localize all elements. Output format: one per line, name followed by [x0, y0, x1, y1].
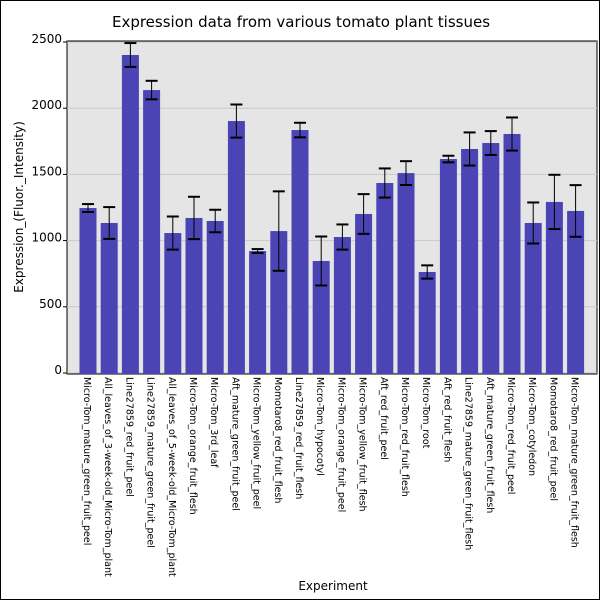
- bar: [121, 54, 139, 375]
- bar: [143, 90, 161, 374]
- x-tick-label: Momotaro8_red_fruit_flesh: [272, 377, 283, 503]
- bar: [482, 143, 500, 374]
- x-tick-label: Micro-Tom_orange_fruit_peel: [335, 377, 346, 512]
- bar: [376, 183, 394, 374]
- y-tick-label: 2000: [31, 98, 62, 112]
- x-tick-label: Micro-Tom_red_fruit_peel: [505, 377, 516, 494]
- x-axis-label: Experiment: [298, 579, 368, 593]
- bar: [100, 222, 118, 374]
- x-tick-label: Aft_red_fruit_peel: [378, 377, 389, 460]
- bar: [545, 201, 563, 374]
- bar: [206, 221, 224, 374]
- bar: [397, 173, 415, 374]
- bar: [164, 233, 182, 374]
- y-tick-label: 500: [39, 297, 62, 311]
- x-tick-label: Aft_mature_green_fruit_peel: [229, 377, 240, 511]
- bar: [567, 210, 585, 374]
- bar: [418, 271, 436, 374]
- y-tick-label: 2500: [31, 32, 62, 46]
- bar: [439, 159, 457, 374]
- x-tick-label: All_leaves_of_3-week-old_Micro-Tom_plant: [102, 377, 113, 577]
- bar: [524, 222, 542, 374]
- x-tick-label: Micro-Tom_yellow_fruit_peel: [251, 377, 262, 509]
- x-tick-label: Micro-Tom_orange_fruit_flesh: [187, 377, 198, 515]
- bar: [249, 251, 267, 374]
- x-tick-label: Line27859_red_fruit_flesh: [293, 377, 304, 499]
- bar: [333, 237, 351, 374]
- y-tick-label: 1500: [31, 164, 62, 178]
- x-tick-label: Micro-Tom_root: [420, 377, 431, 449]
- bar: [270, 231, 288, 374]
- x-tick-label: All_leaves_of_5-week-old_Micro-Tom_plant: [166, 377, 177, 577]
- x-tick-label: Micro-Tom_3rd_leaf: [208, 377, 219, 468]
- x-tick-label: Micro-Tom_mature_green_fruit_peel: [81, 377, 92, 545]
- x-tick-label: Line27859_mature_green_fruit_peel: [145, 377, 156, 548]
- y-tick-label: 0: [54, 363, 62, 377]
- x-tick-label: Line27859_red_fruit_peel: [123, 377, 134, 497]
- x-tick-label: Line27859_mature_green_fruit_flesh: [463, 377, 474, 550]
- x-tick-label: Aft_red_fruit_flesh: [441, 377, 452, 462]
- x-tick-label: Micro-Tom_hypocotyl: [314, 377, 325, 476]
- bar: [291, 130, 309, 374]
- bar: [503, 134, 521, 374]
- bar: [461, 148, 479, 374]
- x-tick-label: Micro-Tom_yellow_fruit_flesh: [357, 377, 368, 512]
- x-tick-label: Micro-Tom_cotyledon: [526, 377, 537, 476]
- bar: [312, 260, 330, 374]
- x-tick-label: Aft_mature_green_fruit_flesh: [484, 377, 495, 513]
- y-tick-label: 1000: [31, 231, 62, 245]
- bar: [227, 121, 245, 374]
- bar: [79, 208, 97, 374]
- x-tick-label: Micro-Tom_red_fruit_flesh: [399, 377, 410, 497]
- chart-title: Expression data from various tomato plan…: [112, 13, 490, 31]
- bar: [185, 217, 203, 374]
- y-axis-label: Expression_(Fluor._Intensity): [12, 121, 26, 293]
- bar: [355, 213, 373, 374]
- x-tick-label: Momotaro8_red_fruit_peel: [547, 377, 558, 501]
- x-tick-label: Micro-Tom_mature_green_fruit_flesh: [569, 377, 580, 548]
